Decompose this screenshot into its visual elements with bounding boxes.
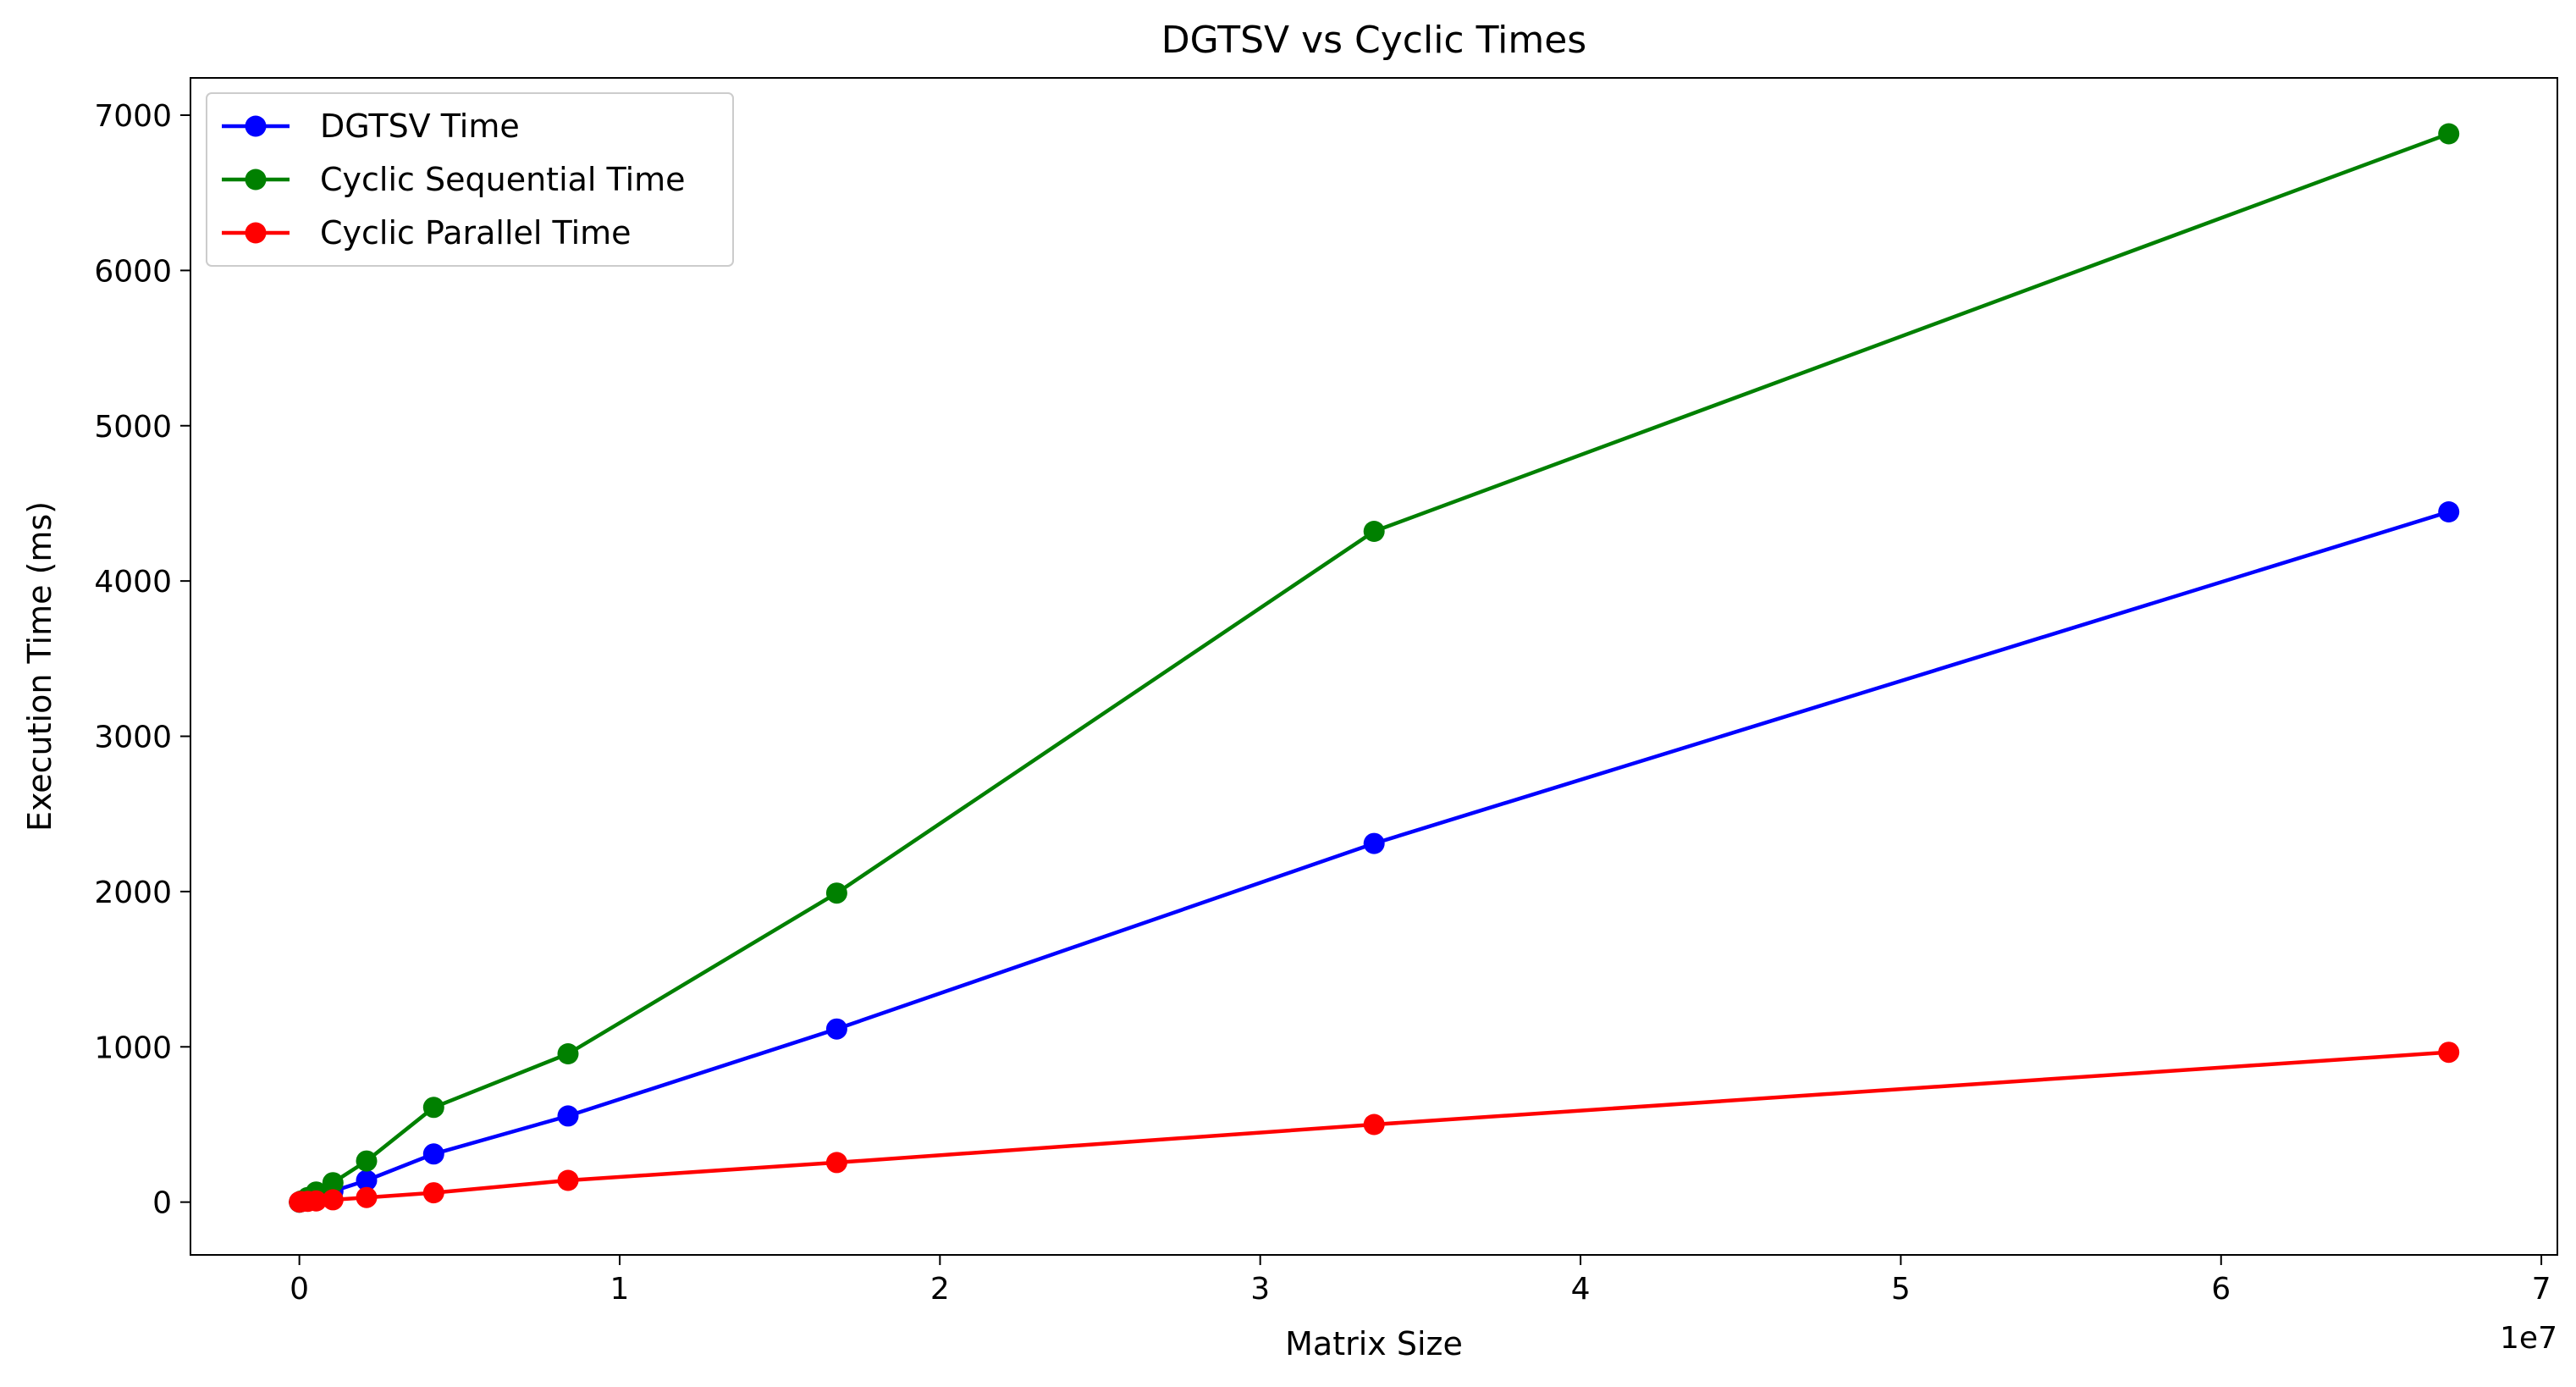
- y-tick-label: 4000: [94, 565, 172, 600]
- y-tick-label: 3000: [94, 721, 172, 755]
- data-point-dgtsv-time: [2438, 501, 2460, 522]
- data-point-dgtsv-time: [825, 1018, 847, 1040]
- series-layer: [289, 123, 2460, 1213]
- data-point-cyclic-parallel-time: [2438, 1042, 2460, 1064]
- data-point-cyclic-sequential-time: [322, 1172, 344, 1194]
- data-point-cyclic-sequential-time: [557, 1043, 579, 1064]
- y-tick-label: 1000: [94, 1031, 172, 1065]
- data-point-cyclic-sequential-time: [422, 1097, 444, 1119]
- y-tick-label: 0: [152, 1186, 172, 1221]
- chart-title: DGTSV vs Cyclic Times: [1161, 19, 1586, 62]
- x-tick-label: 5: [1891, 1272, 1911, 1307]
- x-axis-ticks: 0 1 2 3 4 5 6 7: [290, 1255, 2551, 1307]
- data-point-cyclic-parallel-time: [356, 1186, 378, 1208]
- y-tick-label: 7000: [94, 99, 172, 134]
- data-point-cyclic-sequential-time: [2438, 123, 2460, 145]
- x-tick-label: 2: [930, 1272, 950, 1307]
- data-point-cyclic-parallel-time: [322, 1189, 344, 1211]
- y-axis-title: Execution Time (ms): [21, 501, 58, 832]
- legend-marker-dgtsv-time: [245, 115, 267, 137]
- y-tick-label: 5000: [94, 410, 172, 445]
- legend: DGTSV Time Cyclic Sequential Time Cyclic P…: [206, 92, 734, 267]
- plot-area: 0 1 2 3 4 5 6 7 0 1000 2000 3000 4000 5000 6000 7000: [94, 77, 2558, 1307]
- x-tick-label: 1: [610, 1272, 630, 1307]
- legend-marker-cyclic-sequential-time: [245, 169, 267, 191]
- legend-label-dgtsv-time: DGTSV Time: [320, 108, 520, 145]
- y-axis-ticks: 0 1000 2000 3000 4000 5000 6000 7000: [94, 99, 190, 1221]
- x-axis-title: Matrix Size: [1285, 1325, 1463, 1362]
- x-tick-label: 4: [1571, 1272, 1591, 1307]
- data-point-cyclic-parallel-time: [1363, 1113, 1385, 1136]
- x-tick-label: 7: [2532, 1272, 2551, 1307]
- data-point-dgtsv-time: [356, 1169, 378, 1191]
- data-point-cyclic-parallel-time: [422, 1182, 444, 1204]
- data-point-dgtsv-time: [557, 1105, 579, 1127]
- y-tick-label: 2000: [94, 876, 172, 910]
- legend-marker-cyclic-parallel-time: [245, 222, 267, 244]
- data-point-dgtsv-time: [1363, 832, 1385, 854]
- x-tick-label: 3: [1250, 1272, 1270, 1307]
- legend-label-cyclic-parallel-time: Cyclic Parallel Time: [320, 214, 632, 251]
- data-point-cyclic-sequential-time: [356, 1150, 378, 1172]
- x-axis-offset-label: 1e7: [2500, 1321, 2557, 1356]
- legend-items: DGTSV Time Cyclic Sequential Time Cyclic P…: [222, 108, 686, 251]
- legend-label-cyclic-sequential-time: Cyclic Sequential Time: [320, 161, 686, 198]
- y-tick-label: 6000: [94, 254, 172, 289]
- data-point-cyclic-sequential-time: [1363, 521, 1385, 542]
- data-point-cyclic-parallel-time: [825, 1152, 847, 1174]
- data-point-cyclic-parallel-time: [557, 1169, 579, 1191]
- data-point-cyclic-sequential-time: [825, 882, 847, 904]
- data-point-cyclic-parallel-time: [306, 1190, 327, 1212]
- data-point-dgtsv-time: [422, 1143, 444, 1165]
- axes-frame: [190, 77, 2558, 1256]
- x-tick-label: 0: [290, 1272, 309, 1307]
- legend-frame: [206, 92, 734, 267]
- x-tick-label: 6: [2211, 1272, 2231, 1307]
